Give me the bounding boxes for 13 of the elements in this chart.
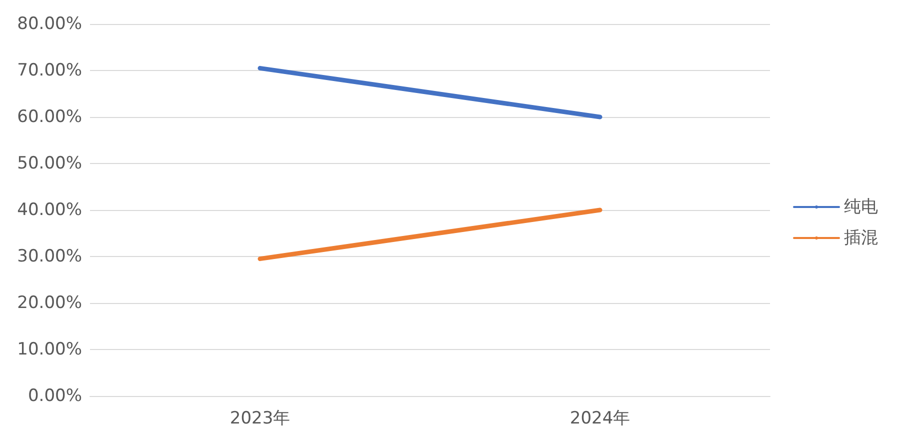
y-tick-label: 20.00%	[17, 293, 82, 313]
x-tick-label: 2024年	[570, 408, 630, 428]
y-tick-label: 0.00%	[28, 386, 82, 406]
y-tick-label: 60.00%	[17, 107, 82, 127]
y-tick-label: 80.00%	[17, 14, 82, 34]
y-tick-label: 70.00%	[17, 60, 82, 80]
y-tick-label: 30.00%	[17, 246, 82, 266]
x-tick-label: 2023年	[230, 408, 290, 428]
legend-label: 纯电	[844, 197, 878, 217]
y-tick-label: 50.00%	[17, 154, 82, 174]
y-tick-label: 10.00%	[17, 340, 82, 360]
y-tick-label: 40.00%	[17, 200, 82, 220]
legend-label: 插混	[844, 228, 878, 248]
